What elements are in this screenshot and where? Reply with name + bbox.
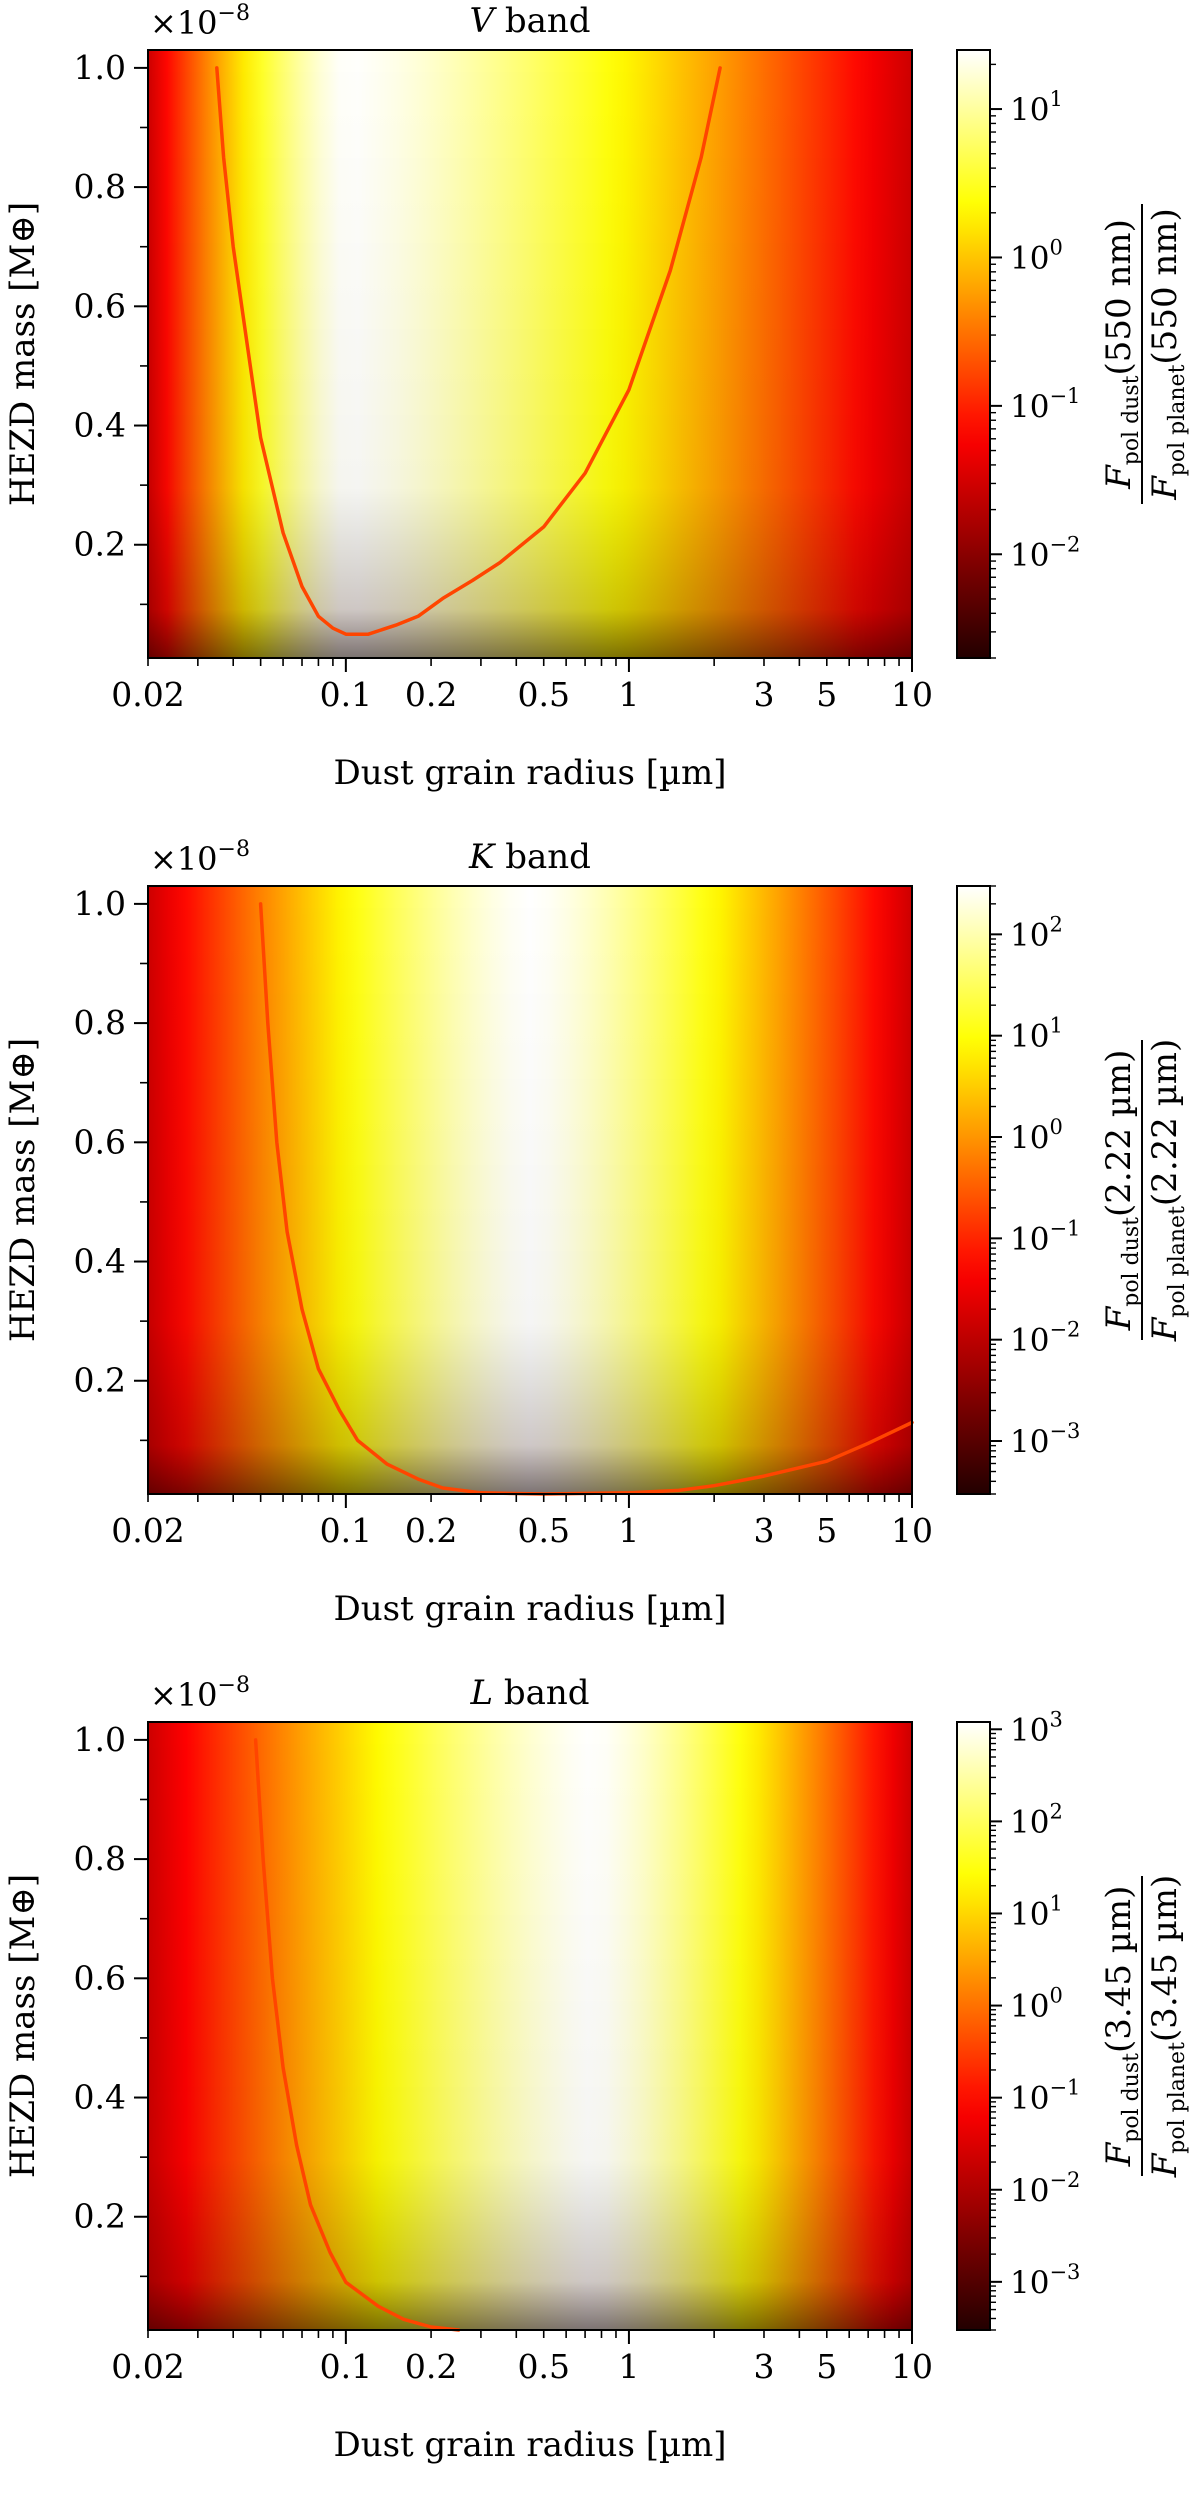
x-axis-label: Dust grain radius [µm] (333, 2425, 726, 2465)
colorbar (956, 49, 991, 659)
y-tick-label: 0.4 (74, 2078, 126, 2117)
x-tick-label: 1 (618, 1511, 639, 1550)
x-axis-label: Dust grain radius [µm] (333, 1589, 726, 1629)
y-axis-label: HEZD mass [M⊕] (3, 202, 43, 506)
x-tick-label: 0.5 (517, 675, 569, 714)
colorbar-label: Fpol dust(2.22 µm)Fpol planet(2.22 µm) (1099, 1039, 1190, 1343)
colorbar-label-denominator: Fpol planet(3.45 µm) (1145, 1875, 1190, 2179)
x-tick-label: 10 (891, 675, 933, 714)
x-tick-label: 10 (891, 1511, 933, 1550)
heatmap-field-shade (148, 50, 912, 658)
y-axis-label: HEZD mass [M⊕] (3, 1874, 43, 2178)
colorbar-tick-label: 100 (1010, 1115, 1063, 1156)
y-tick-label: 1.0 (74, 884, 126, 923)
y-multiplier-label: ×10−8 (150, 1, 250, 42)
x-tick-label: 0.2 (405, 2347, 457, 2386)
y-tick-label: 0.8 (74, 1003, 126, 1042)
colorbar-label: Fpol dust(550 nm)Fpol planet(550 nm) (1099, 204, 1190, 504)
x-tick-label: 0.1 (320, 675, 372, 714)
plot-frame (147, 1721, 913, 2331)
plot-frame (147, 49, 913, 659)
y-tick-label: 0.2 (74, 1361, 126, 1400)
x-tick-label: 0.02 (111, 1511, 184, 1550)
heatmap-svg: 0.02 0.1 0.2 0.5 1 3 5 10 0.2 0.4 0.6 0.8 1.0 ×10−8 L … (3, 1673, 1190, 2465)
x-tick-label: 5 (816, 675, 837, 714)
colorbar-tick-label: 10−2 (1010, 1318, 1080, 1359)
y-tick-label: 0.6 (74, 1122, 126, 1161)
y-tick-label: 1.0 (74, 48, 126, 87)
colorbar-tick-label: 101 (1010, 1014, 1063, 1055)
chart-panel-k-band: 0.02 0.1 0.2 0.5 1 3 5 10 0.2 0.4 0.6 0.8 1.0 ×10−8 K … (0, 836, 1200, 1672)
x-tick-label: 0.1 (320, 2347, 372, 2386)
colorbar-label-denominator: Fpol planet(2.22 µm) (1145, 1039, 1190, 1343)
x-tick-label: 0.5 (517, 1511, 569, 1550)
y-tick-label: 0.4 (74, 406, 126, 445)
x-tick-label: 5 (816, 2347, 837, 2386)
y-tick-label: 0.2 (74, 2197, 126, 2236)
chart-title: L band (469, 1673, 589, 1713)
x-tick-label: 0.2 (405, 1511, 457, 1550)
colorbar (956, 885, 991, 1495)
y-multiplier-label: ×10−8 (150, 1673, 250, 1714)
colorbar-tick-label: 103 (1010, 1707, 1063, 1748)
y-tick-label: 1.0 (74, 1720, 126, 1759)
heatmap-field-shade (148, 886, 912, 1494)
contour-line (215, 66, 722, 636)
x-tick-label: 0.2 (405, 675, 457, 714)
colorbar-label-numerator: Fpol dust(2.22 µm) (1099, 1050, 1144, 1332)
chart-panel-l-band: 0.02 0.1 0.2 0.5 1 3 5 10 0.2 0.4 0.6 0.8 1.0 ×10−8 L … (0, 1672, 1200, 2508)
y-tick-label: 0.6 (74, 286, 126, 325)
y-tick-label: 0.6 (74, 1958, 126, 1997)
x-tick-label: 10 (891, 2347, 933, 2386)
x-tick-label: 0.1 (320, 1511, 372, 1550)
heatmap-field-shade (148, 1722, 912, 2330)
colorbar-tick-label: 10−1 (1010, 2076, 1080, 2117)
colorbar-tick-label: 10−2 (1010, 532, 1080, 573)
x-tick-label: 3 (753, 2347, 774, 2386)
x-axis-label: Dust grain radius [µm] (333, 753, 726, 793)
y-multiplier-label: ×10−8 (150, 837, 250, 878)
x-tick-label: 0.02 (111, 2347, 184, 2386)
colorbar (956, 1721, 991, 2331)
x-tick-label: 3 (753, 1511, 774, 1550)
colorbar-tick-label: 100 (1010, 235, 1063, 276)
chart-panel-v-band: 0.02 0.1 0.2 0.5 1 3 5 10 0.2 0.4 0.6 0.8 1.0 ×10−8 V … (0, 0, 1200, 836)
colorbar-label-numerator: Fpol dust(550 nm) (1099, 219, 1144, 490)
colorbar-tick-label: 10−2 (1010, 2168, 1080, 2209)
colorbar-label: Fpol dust(3.45 µm)Fpol planet(3.45 µm) (1099, 1875, 1190, 2179)
colorbar-tick-label: 102 (1010, 1799, 1063, 1840)
colorbar-label-denominator: Fpol planet(550 nm) (1145, 208, 1190, 501)
chart-title: V band (469, 1, 590, 41)
chart-title: K band (468, 837, 591, 877)
colorbar-tick-label: 102 (1010, 912, 1063, 953)
heatmap-svg: 0.02 0.1 0.2 0.5 1 3 5 10 0.2 0.4 0.6 0.8 1.0 ×10−8 V … (3, 1, 1190, 793)
colorbar-tick-label: 100 (1010, 1984, 1063, 2025)
x-tick-label: 1 (618, 2347, 639, 2386)
colorbar-label-numerator: Fpol dust(3.45 µm) (1099, 1886, 1144, 2168)
y-tick-label: 0.8 (74, 167, 126, 206)
colorbar-tick-label: 101 (1010, 87, 1063, 128)
y-tick-label: 0.2 (74, 525, 126, 564)
x-tick-label: 1 (618, 675, 639, 714)
y-tick-label: 0.4 (74, 1242, 126, 1281)
colorbar-tick-label: 10−1 (1010, 1216, 1080, 1257)
contour-line (258, 902, 914, 1496)
colorbar-tick-label: 10−1 (1010, 384, 1080, 425)
plot-frame (147, 885, 913, 1495)
y-axis-label: HEZD mass [M⊕] (3, 1038, 43, 1342)
y-tick-label: 0.8 (74, 1839, 126, 1878)
colorbar-tick-label: 10−3 (1010, 2260, 1080, 2301)
contour-line (253, 1738, 461, 2332)
colorbar-tick-label: 10−3 (1010, 1419, 1080, 1460)
x-tick-label: 0.5 (517, 2347, 569, 2386)
heatmap-svg: 0.02 0.1 0.2 0.5 1 3 5 10 0.2 0.4 0.6 0.8 1.0 ×10−8 K … (3, 837, 1190, 1629)
x-tick-label: 0.02 (111, 675, 184, 714)
x-tick-label: 3 (753, 675, 774, 714)
x-tick-label: 5 (816, 1511, 837, 1550)
colorbar-tick-label: 101 (1010, 1891, 1063, 1932)
